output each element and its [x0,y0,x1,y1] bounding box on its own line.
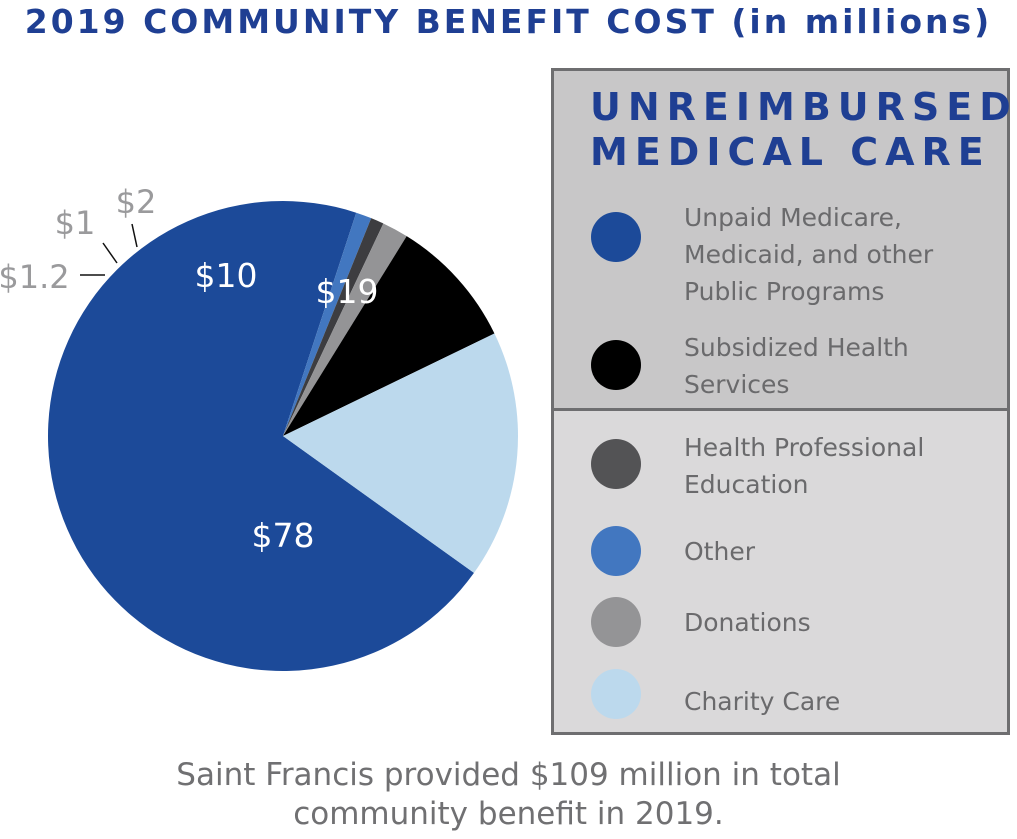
legend-heading-line2: MEDICAL CARE [590,130,991,174]
legend-label-public-programs: Unpaid Medicare, Medicaid, and other Pub… [684,203,934,306]
footer-line1: Saint Francis provided $109 million in t… [176,757,841,793]
pie-chart: $78 $1.2 $1 $2 $10 $19 [0,183,518,671]
legend-swatch-subsidized [591,340,641,390]
leader-line-donations [131,223,138,248]
footer-caption: Saint Francis provided $109 million in t… [0,756,1017,834]
footer-line2: community benefit in 2019. [293,796,724,832]
legend-label-education: Health Professional Education [684,433,925,499]
pie-label-donations: $2 [116,183,157,221]
pie-slice-other [283,212,372,436]
legend-swatch-donations [591,597,641,647]
leader-line-education [102,242,118,264]
pie-slice-public-programs [47,200,474,671]
legend-heading: UNREIMBURSED MEDICAL CARE [590,85,1017,175]
pie-slice-donations [283,223,407,436]
legend-label-subsidized: Subsidized Health Services [684,333,909,399]
legend-swatch-other [591,526,641,576]
legend-swatch-public-programs [591,212,641,262]
legend-swatch-charity [591,669,641,719]
pie-slice-subsidized [283,236,495,436]
pie-label-subsidized: $10 [195,256,258,295]
chart-title: 2019 COMMUNITY BENEFIT COST (in millions… [24,2,993,41]
legend-panel: UNREIMBURSED MEDICAL CARE Unpaid Medicar… [551,68,1017,735]
pie-label-charity: $19 [316,272,379,311]
legend-swatch-education [591,439,641,489]
pie-label-education: $1 [55,204,96,242]
legend-label-other: Other [684,537,755,566]
legend-heading-line1: UNREIMBURSED [590,85,1017,129]
pie-slice-charity [283,333,518,573]
pie-label-other: $1.2 [0,258,70,296]
legend-label-charity: Charity Care [684,687,841,716]
legend-label-donations: Donations [684,608,811,637]
pie-slice-education [283,218,384,436]
pie-label-public-programs: $78 [252,516,315,555]
unreimbursed-section: UNREIMBURSED MEDICAL CARE Unpaid Medicar… [554,71,1017,411]
